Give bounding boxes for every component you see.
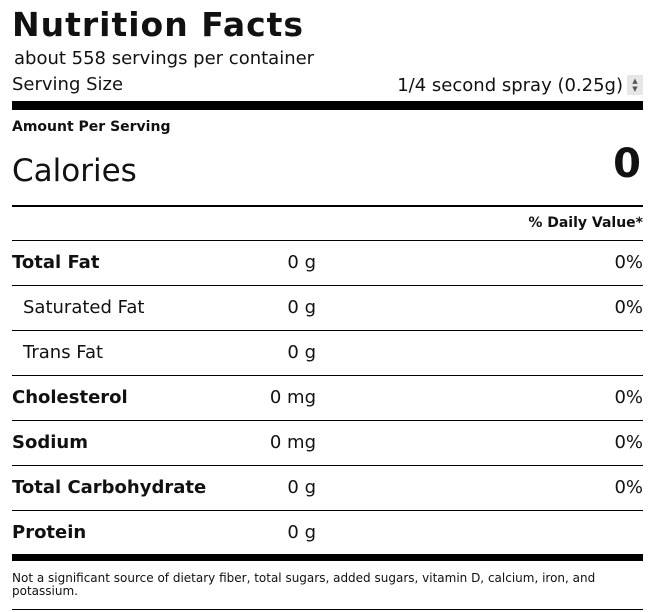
nutrient-amount: 0 g <box>287 477 316 498</box>
nutrient-daily-value: 0% <box>614 432 643 453</box>
thick-divider-top <box>12 101 643 110</box>
nutrient-name: Saturated Fat <box>23 297 145 318</box>
nutrient-amount: 0 mg <box>269 432 316 453</box>
nutrient-name: Trans Fat <box>23 342 104 363</box>
amount-per-serving-label: Amount Per Serving <box>12 119 171 135</box>
nutrient-row-cholesterol: Cholesterol 0 mg 0% <box>12 375 643 420</box>
nutrient-name: Total Fat <box>12 252 100 273</box>
daily-value-header: % Daily Value* <box>528 215 643 231</box>
serving-size-label: Serving Size <box>12 74 124 95</box>
serving-size-select[interactable]: 1/4 second spray (0.25g) ▲ ▼ <box>380 72 643 98</box>
calories-divider <box>12 205 643 207</box>
thick-divider-bottom <box>12 554 643 561</box>
nutrient-daily-value: 0% <box>614 252 643 273</box>
nutrient-name: Total Carbohydrate <box>12 477 207 498</box>
nutrient-daily-value: 0% <box>614 477 643 498</box>
nutrient-name: Sodium <box>12 432 88 453</box>
nutrient-name: Protein <box>12 522 87 543</box>
nutrient-amount: 0 g <box>287 297 316 318</box>
footnote-divider <box>12 609 643 610</box>
nutrient-row-total-fat: Total Fat 0 g 0% <box>12 240 643 285</box>
up-down-spinner-icon[interactable]: ▲ ▼ <box>627 75 643 95</box>
nutrient-row-total-carbohydrate: Total Carbohydrate 0 g 0% <box>12 465 643 510</box>
calories-value: 0 <box>613 141 641 187</box>
nutrition-facts-title: Nutrition Facts <box>12 5 305 44</box>
servings-per-container: about 558 servings per container <box>14 48 315 69</box>
nutrient-row-sodium: Sodium 0 mg 0% <box>12 420 643 465</box>
nutrient-amount: 0 g <box>287 342 316 363</box>
nutrient-amount: 0 g <box>287 252 316 273</box>
footnote: Not a significant source of dietary fibe… <box>12 571 596 598</box>
nutrient-amount: 0 mg <box>269 387 316 408</box>
nutrient-amount: 0 g <box>287 522 316 543</box>
nutrient-row-trans-fat: Trans Fat 0 g <box>12 330 643 375</box>
nutrient-daily-value: 0% <box>614 387 643 408</box>
nutrient-row-saturated-fat: Saturated Fat 0 g 0% <box>12 285 643 330</box>
serving-size-value: 1/4 second spray (0.25g) <box>397 74 623 96</box>
nutrient-name: Cholesterol <box>12 387 128 408</box>
nutrient-daily-value: 0% <box>614 297 643 318</box>
calories-label: Calories <box>12 153 137 189</box>
nutrient-row-protein: Protein 0 g <box>12 510 643 555</box>
